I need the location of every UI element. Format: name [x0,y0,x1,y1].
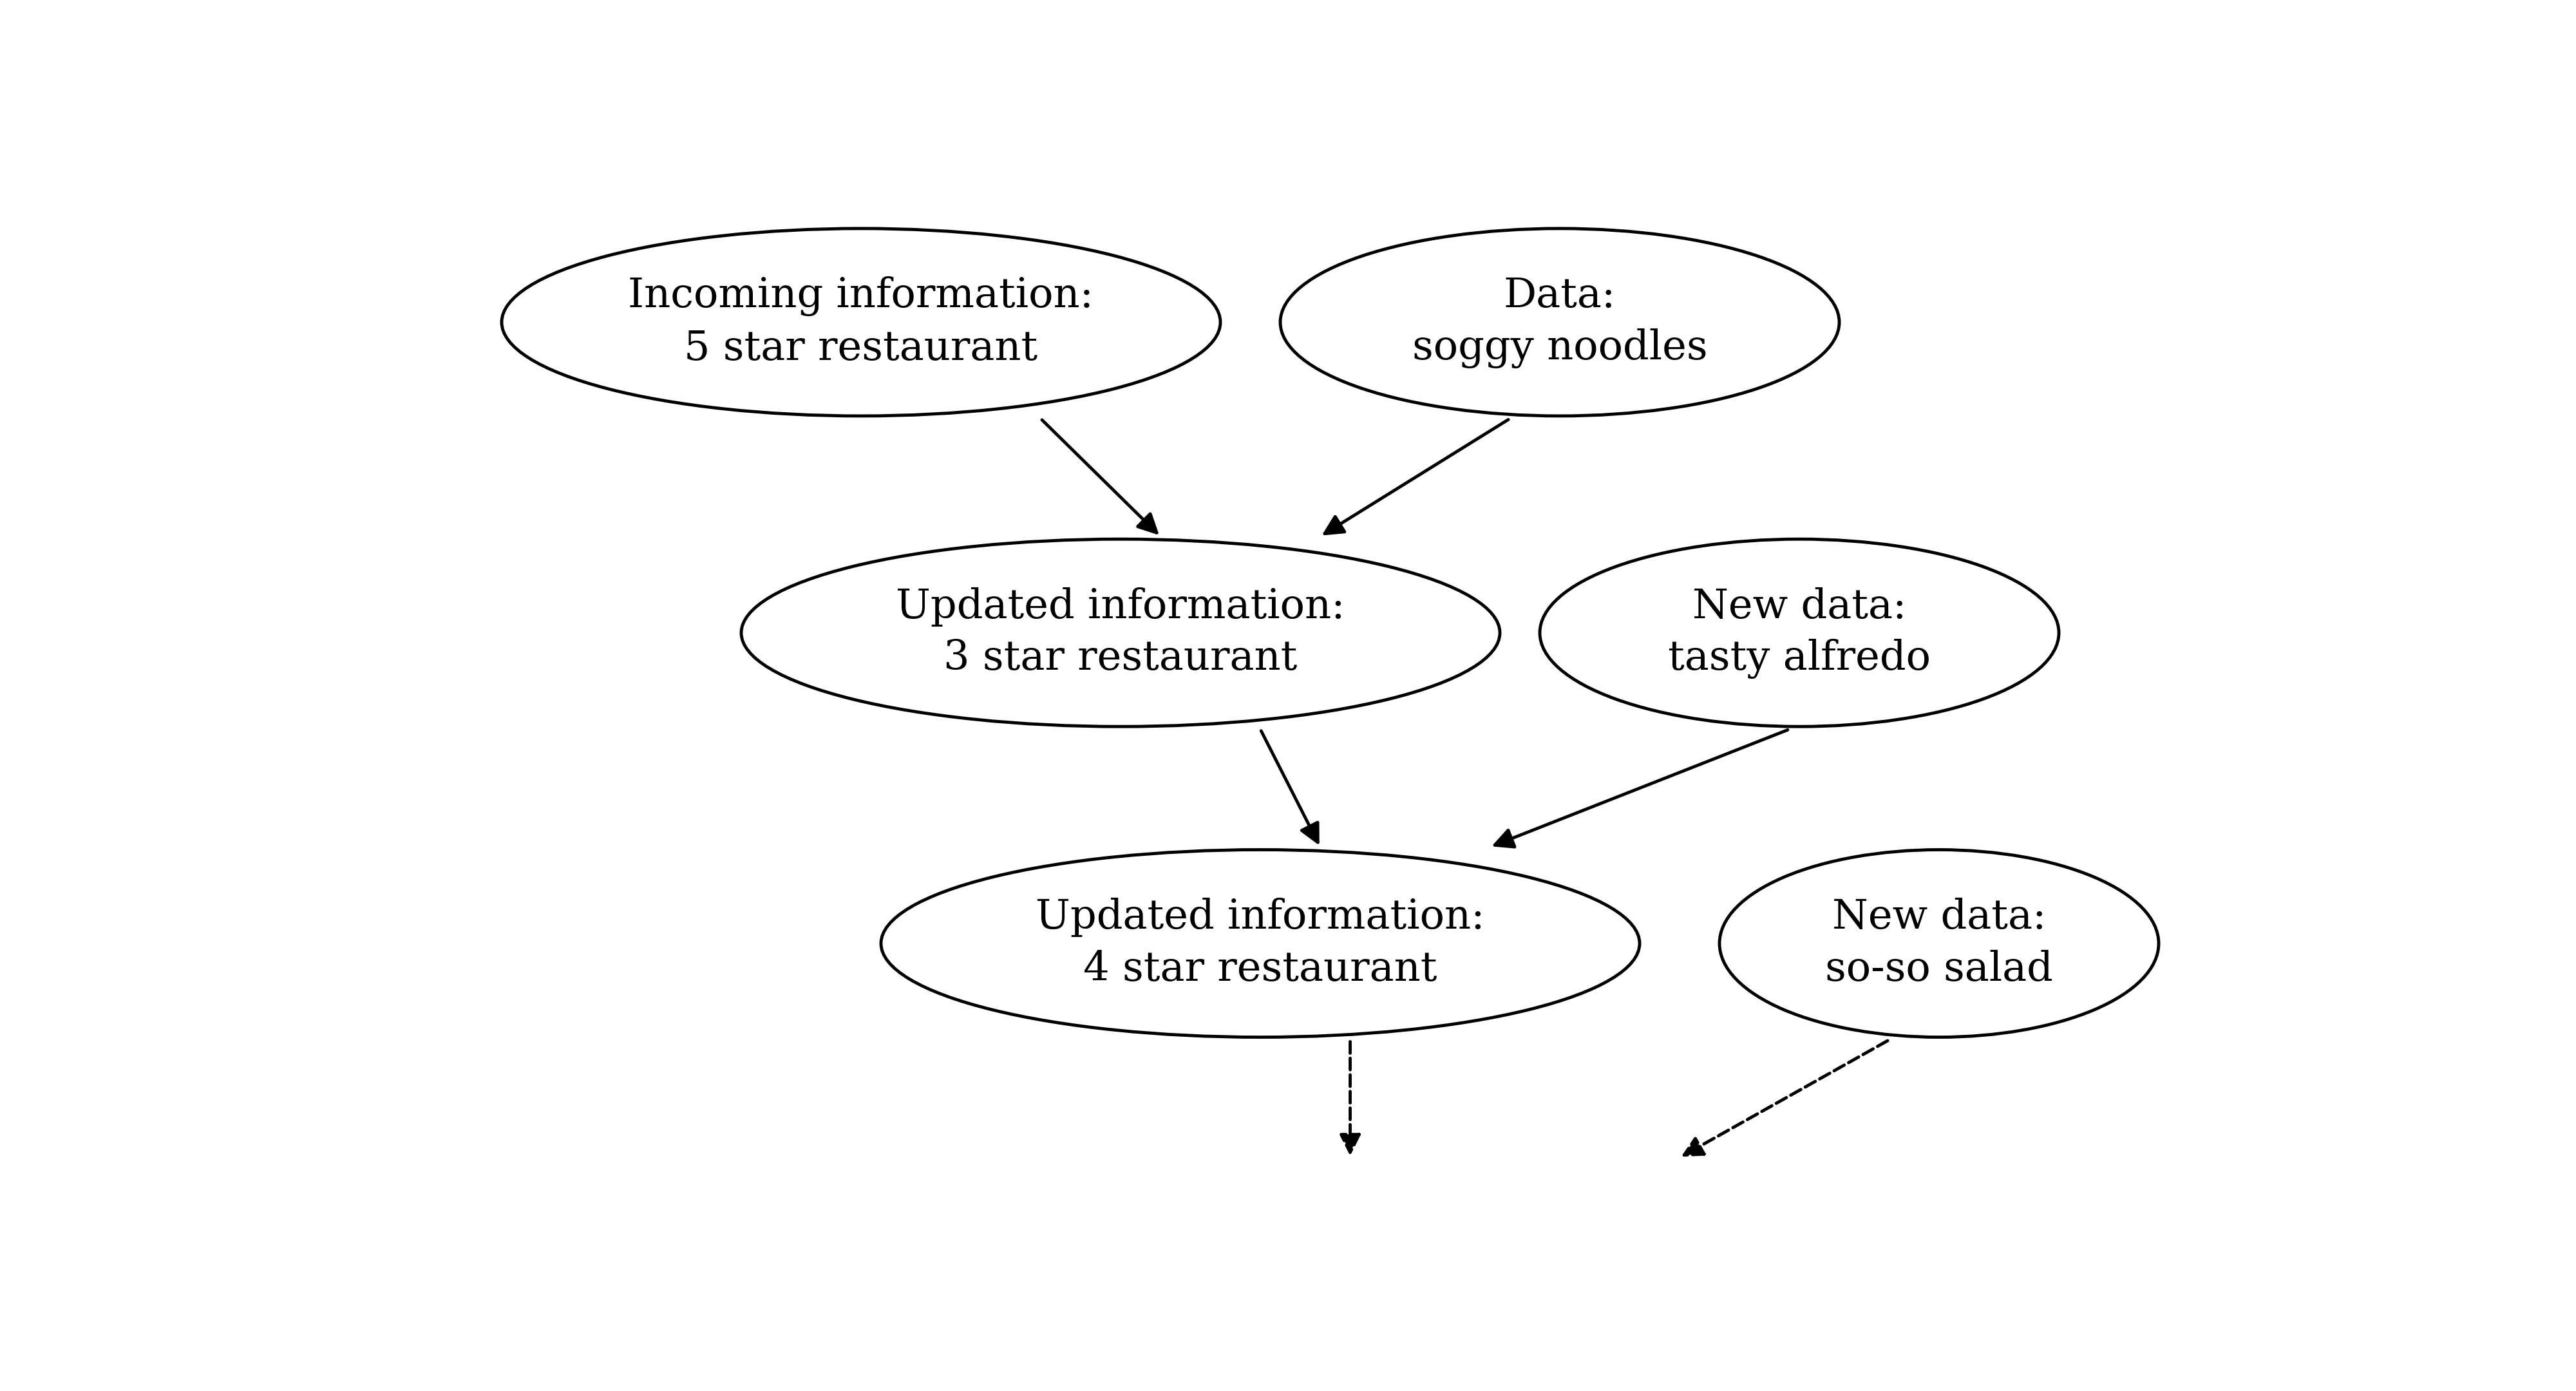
Text: Updated information:
3 star restaurant: Updated information: 3 star restaurant [896,587,1345,679]
Text: New data:
so-so salad: New data: so-so salad [1826,899,2053,989]
Text: New data:
tasty alfredo: New data: tasty alfredo [1669,587,1932,679]
Text: Data:
soggy noodles: Data: soggy noodles [1412,277,1708,369]
Text: Incoming information:
5 star restaurant: Incoming information: 5 star restaurant [629,277,1095,369]
Text: Updated information:
4 star restaurant: Updated information: 4 star restaurant [1036,899,1484,989]
